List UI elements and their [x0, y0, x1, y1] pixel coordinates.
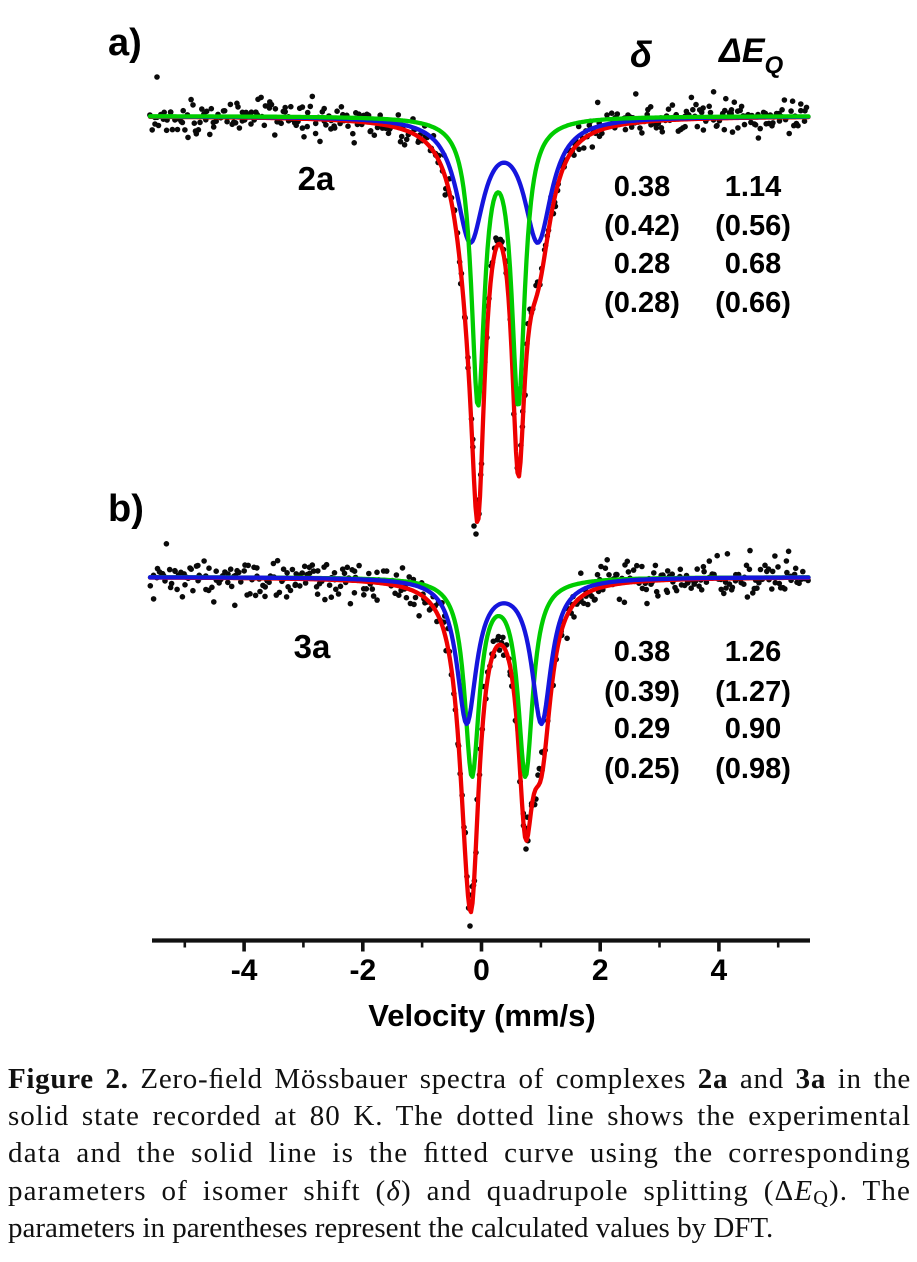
svg-text:(0.56): (0.56) [715, 210, 791, 242]
svg-text:1.26: 1.26 [725, 636, 781, 668]
svg-text:0.68: 0.68 [725, 248, 781, 280]
svg-text:0.29: 0.29 [614, 713, 670, 745]
svg-text:-2: -2 [349, 954, 376, 987]
svg-text:2: 2 [592, 954, 609, 987]
svg-text:4: 4 [711, 954, 728, 987]
svg-text:3a: 3a [294, 628, 331, 665]
svg-text:δ: δ [630, 34, 653, 75]
svg-text:1.14: 1.14 [725, 171, 781, 203]
svg-text:(0.66): (0.66) [715, 287, 791, 319]
svg-text:(0.39): (0.39) [604, 676, 680, 708]
svg-text:0.38: 0.38 [614, 171, 670, 203]
svg-text:2a: 2a [298, 160, 335, 197]
svg-text:0.38: 0.38 [614, 636, 670, 668]
svg-text:0: 0 [473, 954, 490, 987]
svg-text:(0.25): (0.25) [604, 753, 680, 785]
svg-text:(0.28): (0.28) [604, 287, 680, 319]
svg-text:ΔEQ: ΔEQ [717, 32, 784, 79]
svg-text:-4: -4 [231, 954, 258, 987]
svg-text:0.90: 0.90 [725, 713, 781, 745]
svg-text:b): b) [108, 488, 144, 530]
svg-text:(0.98): (0.98) [715, 753, 791, 785]
svg-text:(0.42): (0.42) [604, 210, 680, 242]
svg-text:(1.27): (1.27) [715, 676, 791, 708]
svg-text:Velocity (mm/s): Velocity (mm/s) [368, 998, 595, 1033]
svg-text:a): a) [108, 22, 142, 64]
svg-text:0.28: 0.28 [614, 248, 670, 280]
